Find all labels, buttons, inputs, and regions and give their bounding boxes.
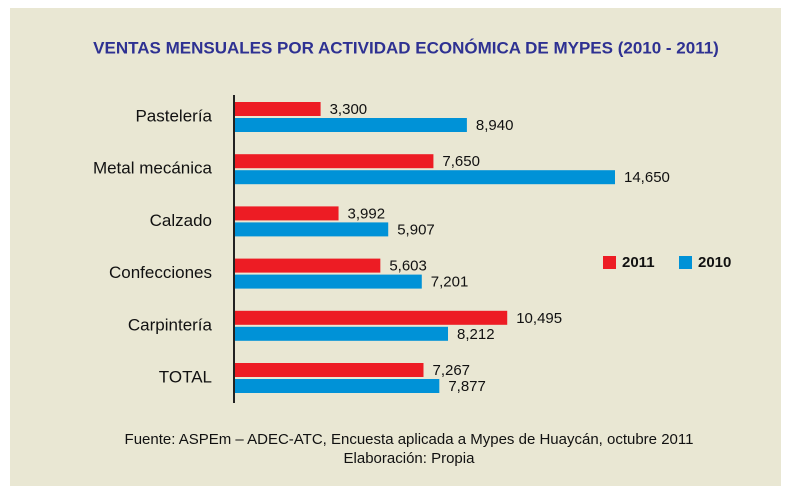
bar (235, 379, 440, 393)
bar (235, 310, 508, 325)
data-label: 7,267 (432, 362, 470, 379)
bar (235, 206, 339, 221)
data-label: 7,201 (431, 274, 469, 291)
bar (235, 170, 615, 185)
data-label: 10,495 (516, 310, 562, 327)
source: Elaboración: Propia (344, 450, 476, 467)
legend-label: 2010 (698, 254, 731, 271)
chart-title: VENTAS MENSUALES POR ACTIVIDAD ECONÓMICA… (93, 38, 719, 57)
data-label: 8,940 (476, 117, 514, 134)
data-label: 5,907 (397, 221, 435, 238)
y-tick-label: Carpintería (128, 315, 213, 334)
legend-swatch (679, 256, 692, 269)
bar (235, 363, 424, 377)
data-label: 7,650 (442, 153, 480, 170)
data-label: 3,992 (348, 205, 386, 222)
bar (235, 102, 321, 116)
y-tick-label: Pastelería (135, 106, 212, 125)
bar (235, 326, 449, 341)
legend-swatch (603, 256, 616, 269)
background (10, 8, 781, 486)
bar (235, 222, 389, 237)
bar (235, 258, 381, 273)
data-label: 14,650 (624, 169, 670, 186)
source: Fuente: ASPEm – ADEC-ATC, Encuesta aplic… (125, 431, 694, 448)
y-tick-label: Confecciones (109, 263, 212, 282)
data-label: 5,603 (389, 258, 427, 275)
bar (235, 118, 467, 132)
y-tick-label: Metal mecánica (93, 159, 213, 178)
y-tick-label: Calzado (150, 211, 212, 230)
y-tick-label: TOTAL (159, 367, 212, 386)
data-label: 7,877 (448, 378, 486, 395)
data-label: 3,300 (330, 101, 368, 118)
data-label: 8,212 (457, 326, 495, 343)
bar (235, 154, 434, 169)
bar (235, 274, 422, 289)
legend-label: 2011 (622, 254, 655, 271)
